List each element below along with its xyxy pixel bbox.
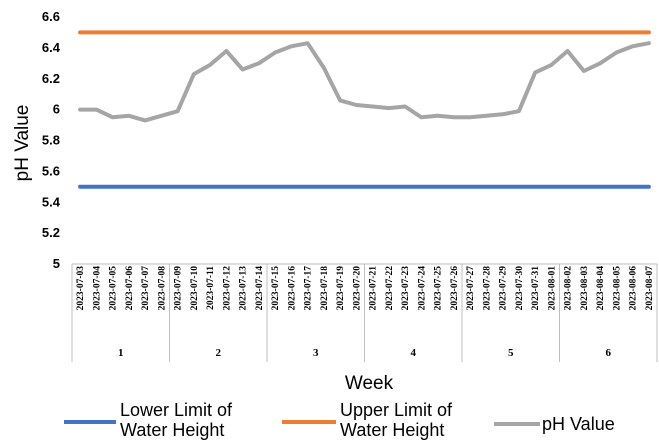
y-axis-ticks: 5 5.2 5.4 5.6 5.8 6 6.2 6.4 6.6 (42, 9, 61, 271)
y-tick-label: 6.2 (42, 71, 60, 86)
x-tick-label: 2023-07-31 (531, 266, 541, 311)
x-tick-label: 2023-07-23 (401, 266, 411, 311)
x-tick-label: 2023-07-30 (515, 266, 525, 311)
x-tick-label: 2023-07-11 (206, 266, 216, 310)
x-tick-label: 2023-07-20 (352, 266, 362, 311)
legend-label: Water Height (120, 420, 224, 440)
legend-label: Water Height (340, 420, 444, 440)
y-tick-label: 5.2 (42, 225, 60, 240)
x-tick-label: 2023-08-06 (629, 266, 639, 311)
week-group-label: 5 (508, 347, 514, 359)
y-axis-label: pH Value (12, 105, 33, 182)
x-tick-label: 2023-07-04 (92, 266, 102, 311)
x-tick-label: 2023-07-18 (320, 266, 330, 311)
series-lines (78, 30, 651, 189)
y-tick-label: 5.4 (42, 194, 61, 209)
week-group-label: 1 (118, 347, 124, 359)
x-tick-label: 2023-07-24 (417, 266, 427, 311)
y-tick-label: 6.4 (42, 40, 61, 55)
x-tick-label: 2023-07-29 (499, 266, 509, 311)
x-tick-label: 2023-07-08 (157, 266, 167, 311)
x-tick-label: 2023-07-26 (450, 266, 460, 311)
y-tick-label: 5.6 (42, 163, 60, 178)
x-tick-label: 2023-07-21 (369, 266, 379, 311)
y-tick-label: 5.8 (42, 133, 60, 148)
x-tick-label: 2023-08-01 (547, 266, 557, 311)
x-tick-label: 2023-08-03 (580, 266, 590, 311)
x-tick-label: 2023-07-12 (222, 266, 232, 311)
x-axis-label: Week (345, 373, 394, 394)
series-line-3 (78, 41, 651, 123)
x-tick-label: 2023-08-02 (564, 266, 574, 311)
week-group-label: 3 (313, 347, 319, 359)
x-tick-label: 2023-08-05 (612, 266, 622, 311)
y-tick-label: 6 (53, 102, 60, 117)
y-tick-label: 6.6 (42, 9, 60, 24)
x-axis: 2023-07-03 2023-07-04 2023-07-05 2023-07-06… (71, 263, 658, 362)
x-tick-label: 2023-07-14 (255, 266, 265, 311)
x-tick-label: 2023-07-07 (141, 266, 151, 311)
x-tick-label: 2023-07-25 (434, 266, 444, 311)
y-tick-label: 5 (53, 256, 60, 271)
x-tick-label: 2023-07-22 (385, 266, 395, 311)
x-tick-label: 2023-07-15 (271, 266, 281, 311)
x-tick-label: 2023-07-06 (125, 266, 135, 311)
week-group-label: 6 (606, 347, 612, 359)
x-tick-label: 2023-07-05 (109, 266, 119, 311)
week-group-label: 4 (411, 347, 417, 359)
x-tick-label: 2023-08-04 (596, 266, 606, 311)
legend-label: Upper Limit of (340, 400, 453, 420)
x-tick-label: 2023-07-13 (239, 266, 249, 311)
legend-label: pH Value (542, 414, 615, 434)
x-tick-label: 2023-07-19 (336, 266, 346, 311)
x-tick-label: 2023-07-27 (466, 266, 476, 311)
x-tick-label: 2023-07-09 (174, 266, 184, 311)
x-tick-label: 2023-07-10 (190, 266, 200, 311)
week-group-label: 2 (216, 347, 222, 359)
x-tick-label: 2023-07-16 (287, 266, 297, 311)
x-tick-label: 2023-08-07 (645, 266, 655, 311)
x-tick-label: 2023-07-28 (482, 266, 492, 311)
x-tick-label: 2023-07-03 (76, 266, 86, 311)
x-tick-label: 2023-07-17 (304, 266, 314, 311)
legend-label: Lower Limit of (120, 400, 233, 420)
